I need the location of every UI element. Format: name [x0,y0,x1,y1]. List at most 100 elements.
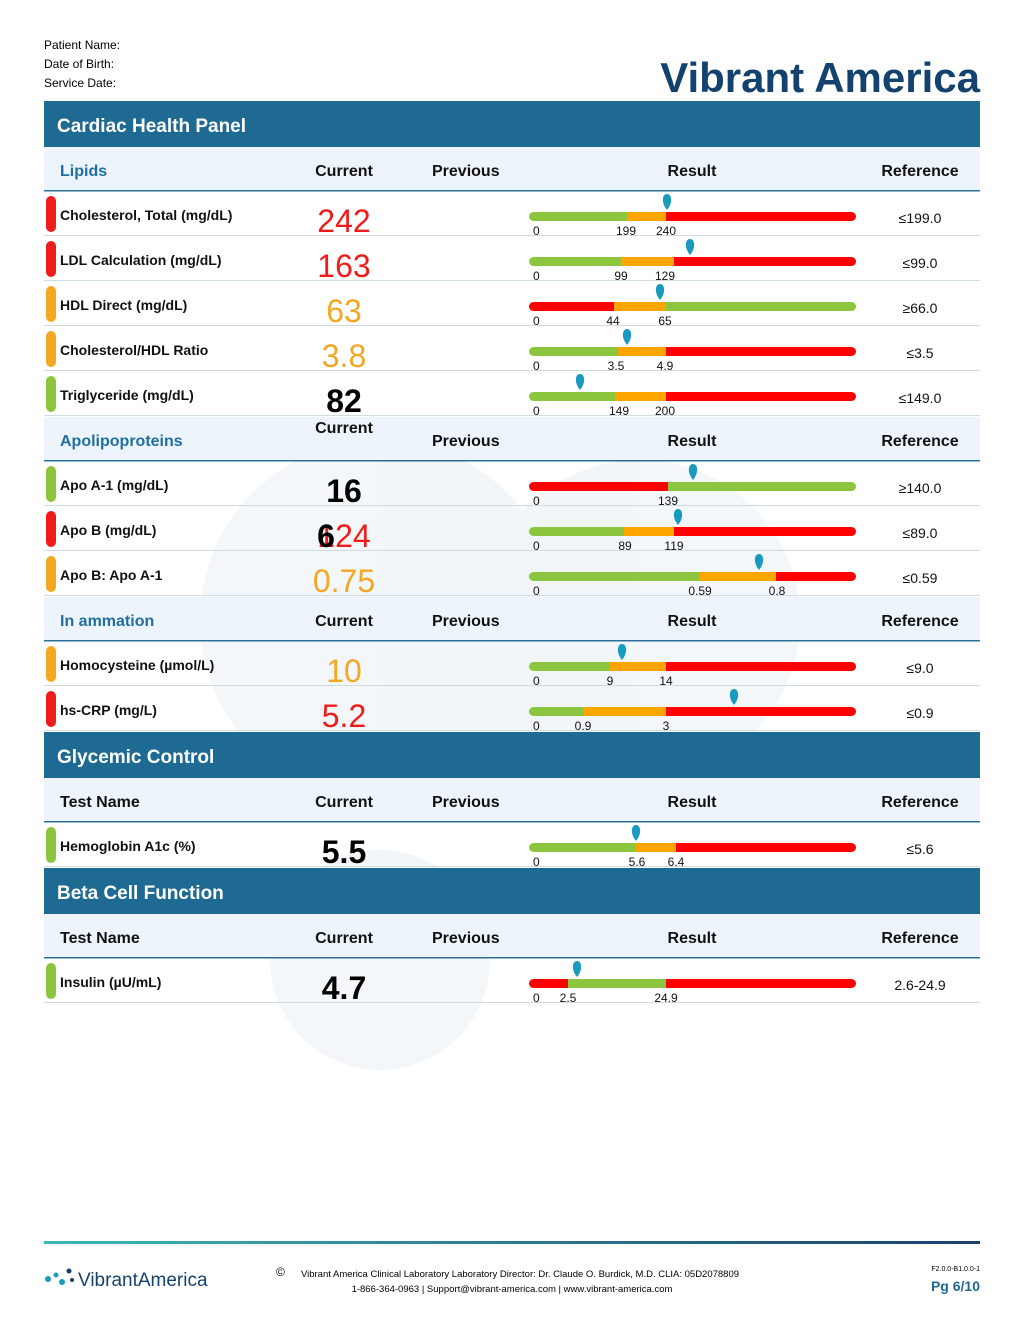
range-bar [529,662,856,671]
range-segment [666,979,856,988]
reference: ≤99.0 [903,255,938,271]
range-segment [666,347,856,356]
range-segment [529,482,668,491]
test-name: Hemoglobin A1c (%) [60,838,196,854]
section-bar [44,732,980,778]
range-bar [529,257,856,266]
column-header [44,914,980,958]
row-rule [44,415,980,416]
test-name: Cholesterol, Total (mg/dL) [60,207,232,223]
column-label: Result [668,794,718,811]
range-label: 4.9 [657,359,674,373]
header-rule [44,821,980,823]
range-segment [627,212,666,221]
current-value: 82 [326,383,362,419]
range-label: 5.6 [629,855,646,869]
row-rule [44,1002,980,1003]
reference: ≤3.5 [906,345,933,361]
page-number: Pg 6/10 [931,1278,980,1294]
footer-line: Vibrant America Clinical Laboratory Labo… [301,1269,739,1280]
range-label: 6.4 [668,855,685,869]
test-name: Apo A-1 (mg/dL) [60,477,168,493]
status-flag [46,331,56,367]
reference: ≤9.0 [906,660,933,676]
group-name: Lipids [60,163,107,180]
reference: ≤5.6 [906,841,933,857]
range-bar [529,979,856,988]
reference: 2.6-24.9 [894,977,946,993]
result-marker [631,825,641,841]
current-value: 10 [326,653,362,689]
row-rule [44,866,980,867]
range-label: 0 [533,494,540,508]
range-segment [610,662,666,671]
range-label: 0 [533,224,540,238]
range-label: 0 [533,314,540,328]
brand: Vibrant America [660,54,980,101]
range-segment [666,212,856,221]
row-rule [44,505,980,506]
reference: ≥66.0 [903,300,938,316]
result-marker [617,644,627,660]
reference: ≤149.0 [899,390,942,406]
range-label: 3 [663,719,670,733]
range-label: 0.9 [575,719,592,733]
range-label: 0 [533,991,540,1005]
range-label: 99 [614,269,628,283]
range-segment [614,302,666,311]
test-name: Homocysteine (µmol/L) [60,657,214,673]
range-label: 240 [656,224,676,238]
column-label: Previous [432,163,500,180]
range-label: 9 [607,674,614,688]
result-marker [622,329,632,345]
status-flag [46,511,56,547]
range-segment [529,662,610,671]
column-label: Reference [881,433,958,450]
result-marker [673,509,683,525]
row-rule [44,235,980,236]
section-bar [44,101,980,147]
range-segment [568,979,666,988]
result-marker [662,194,672,210]
range-segment [529,347,618,356]
header-rule [44,640,980,642]
dob: Date of Birth: [44,57,114,71]
range-bar [529,707,856,716]
range-label: 0.59 [688,584,712,598]
range-segment [529,527,624,536]
column-label: Reference [881,613,958,630]
range-segment [674,257,856,266]
logo-icon [45,1268,74,1285]
column-header [44,147,980,191]
column-header [44,597,980,641]
range-label: 119 [664,539,683,553]
header-rule [44,190,980,192]
current-value: 163 [317,248,370,284]
column-label: Result [668,930,718,947]
test-name: Insulin (µU/mL) [60,974,161,990]
current-value: 6 [317,518,335,554]
result-marker [688,464,698,480]
range-label: 139 [658,494,678,508]
test-name: Apo B: Apo A-1 [60,567,163,583]
range-segment [674,527,856,536]
column-label: Result [668,163,718,180]
range-label: 0 [533,674,540,688]
range-segment [529,212,627,221]
result-marker [729,689,739,705]
row-rule [44,685,980,686]
row-rule [44,280,980,281]
range-segment [624,527,674,536]
range-segment [700,572,776,581]
row-rule [44,595,980,596]
test-name: LDL Calculation (mg/dL) [60,252,222,268]
status-flag [46,646,56,682]
range-bar [529,302,856,311]
header-rule [44,957,980,959]
current-value: 242 [317,203,370,239]
current-value: 16 [326,473,362,509]
patient-name: Patient Name: [44,38,120,52]
test-name: Cholesterol/HDL Ratio [60,342,208,358]
range-label: 2.5 [560,991,577,1005]
